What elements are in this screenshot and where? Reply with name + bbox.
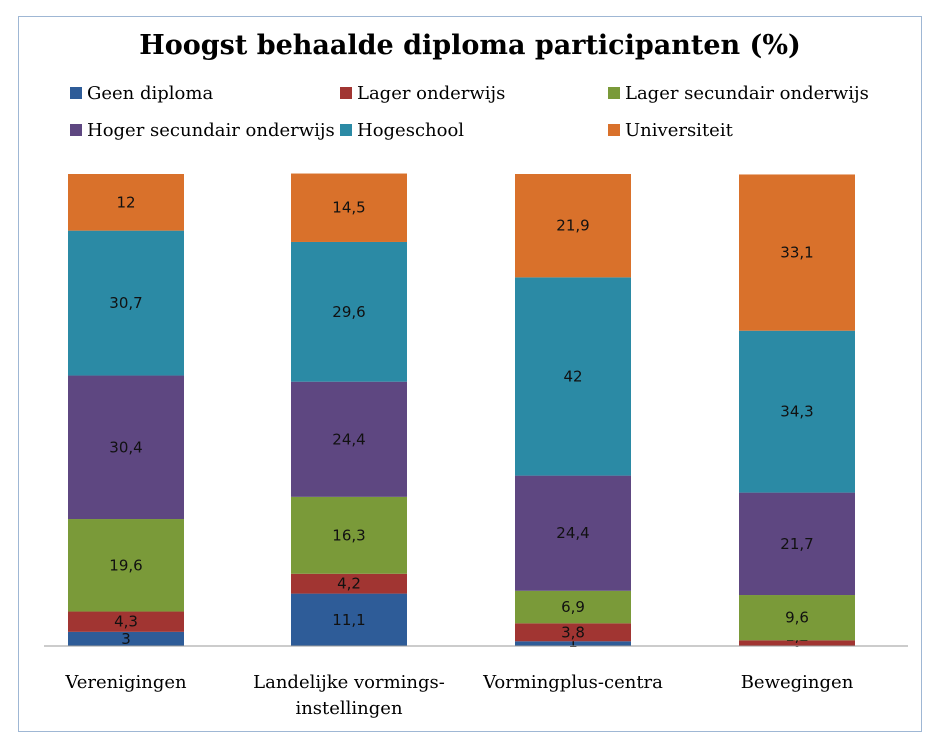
legend-item-geen-diploma: Geen diploma xyxy=(70,83,213,104)
data-label-bewegingen-hogeschool: 34,3 xyxy=(780,403,813,421)
bars: 34,319,630,430,71211,14,216,324,429,614,… xyxy=(68,173,855,651)
legend-label-hogeschool: Hogeschool xyxy=(357,120,464,141)
legend-swatch-lager-onderwijs xyxy=(340,87,352,99)
bar-bewegingen-hogeschool xyxy=(739,330,855,493)
legend-swatch-lager-secundair-onderwijs xyxy=(608,87,620,99)
bar-stack-vormingplus-centra: 13,8 6,9 24,4 42 21,9 xyxy=(515,174,631,651)
data-label-verenigingen-lager-secundair-onderwijs: 19,6 xyxy=(109,556,142,574)
data-label-vormingplus-centra-lager-secundair-onderwijs: 6,9 xyxy=(561,598,585,616)
bar-landelijke-vormings-instellingen-lager-onderwijs xyxy=(291,573,407,594)
data-label-bewegingen-lager-secundair-onderwijs: 9,6 xyxy=(785,609,809,627)
bar-landelijke-vormings-instellingen-hogeschool xyxy=(291,241,407,382)
data-label-verenigingen-universiteit: 12 xyxy=(116,193,135,211)
data-label-vormingplus-centra-universiteit: 21,9 xyxy=(556,217,589,235)
bar-stack-bewegingen: 01,29,621,734,333,1 xyxy=(739,174,855,651)
data-label-verenigingen-hoger-secundair-onderwijs: 30,4 xyxy=(109,438,142,456)
data-label-landelijke-vormings-instellingen-universiteit: 14,5 xyxy=(332,199,365,217)
bar-vormingplus-centra-geen-diploma xyxy=(515,641,631,646)
chart-title: Hoogst behaalde diploma participanten (%… xyxy=(139,30,801,61)
bar-landelijke-vormings-instellingen-lager-secundair-onderwijs xyxy=(291,496,407,574)
legend-swatch-hogeschool xyxy=(340,124,352,136)
legend-label-lager-onderwijs: Lager onderwijs xyxy=(357,83,505,104)
x-tick-label-landelijke-vormings-instellingen: Landelijke vormings-instellingen xyxy=(253,672,445,719)
data-label-bewegingen-universiteit: 33,1 xyxy=(780,244,813,262)
data-label-vormingplus-centra-geen-diploma: 1 xyxy=(568,633,578,651)
data-label-vormingplus-centra-lager-onderwijs: 3,8 xyxy=(561,623,585,641)
legend-item-universiteit: Universiteit xyxy=(608,120,734,141)
bar-verenigingen-geen-diploma xyxy=(68,631,184,646)
legend-label-geen-diploma: Geen diploma xyxy=(87,83,213,104)
data-label-landelijke-vormings-instellingen-hogeschool: 29,6 xyxy=(332,303,365,321)
bar-vormingplus-centra-lager-secundair-onderwijs xyxy=(515,590,631,624)
legend-swatch-geen-diploma xyxy=(70,87,82,99)
bar-bewegingen-lager-onderwijs xyxy=(739,640,855,646)
x-tick-label-bewegingen: Bewegingen xyxy=(741,672,854,693)
legend: Geen diploma Lager onderwijs Lager secunda… xyxy=(70,83,869,141)
legend-label-lager-secundair-onderwijs: Lager secundair onderwijs xyxy=(625,83,869,104)
bar-landelijke-vormings-instellingen-geen-diploma xyxy=(291,593,407,646)
bar-stack-landelijke-vormings-instellingen: 11,1 4,2 16,3 24,4 29,6 14,5 xyxy=(291,173,407,646)
data-label-verenigingen-hogeschool: 30,7 xyxy=(109,294,142,312)
legend-item-hogeschool: Hogeschool xyxy=(340,120,464,141)
legend-item-hoger-secundair-onderwijs: Hoger secundair onderwijs xyxy=(70,120,335,141)
legend-swatch-universiteit xyxy=(608,124,620,136)
x-tick-label-verenigingen: Verenigingen xyxy=(64,672,187,693)
bar-stack-verenigingen: 34,3 19,6 30,4 30,7 12 xyxy=(68,174,184,648)
data-label-verenigingen-lager-onderwijs: 4,3 xyxy=(114,613,138,631)
x-tick-label-vormingplus-centra: Vormingplus-centra xyxy=(482,672,663,693)
bar-verenigingen-universiteit xyxy=(68,174,184,231)
data-label-landelijke-vormings-instellingen-lager-onderwijs: 4,2 xyxy=(337,575,361,593)
bar-vormingplus-centra-hoger-secundair-onderwijs xyxy=(515,475,631,591)
bar-vormingplus-centra-lager-onderwijs xyxy=(515,623,631,642)
category-labels: Verenigingen Landelijke vormings-instelli… xyxy=(64,672,853,719)
legend-label-hoger-secundair-onderwijs: Hoger secundair onderwijs xyxy=(87,120,335,141)
legend-label-universiteit: Universiteit xyxy=(625,120,734,141)
legend-item-lager-secundair-onderwijs: Lager secundair onderwijs xyxy=(608,83,869,104)
data-label-landelijke-vormings-instellingen-lager-secundair-onderwijs: 16,3 xyxy=(332,526,365,544)
bar-verenigingen-hoger-secundair-onderwijs xyxy=(68,375,184,520)
bar-landelijke-vormings-instellingen-hoger-secundair-onderwijs xyxy=(291,381,407,497)
bar-vormingplus-centra-universiteit xyxy=(515,174,631,278)
data-label-bewegingen-hoger-secundair-onderwijs: 21,7 xyxy=(780,535,813,553)
data-label-landelijke-vormings-instellingen-hoger-secundair-onderwijs: 24,4 xyxy=(332,430,365,448)
data-label-verenigingen-geen-diploma: 3 xyxy=(121,630,131,648)
legend-item-lager-onderwijs: Lager onderwijs xyxy=(340,83,505,104)
data-label-vormingplus-centra-hogeschool: 42 xyxy=(563,367,582,385)
bar-verenigingen-hogeschool xyxy=(68,230,184,376)
bar-landelijke-vormings-instellingen-universiteit xyxy=(291,173,407,242)
data-label-landelijke-vormings-instellingen-geen-diploma: 11,1 xyxy=(332,611,365,629)
bar-bewegingen-universiteit xyxy=(739,174,855,331)
bar-vormingplus-centra-hogeschool xyxy=(515,277,631,476)
data-label-vormingplus-centra-hoger-secundair-onderwijs: 24,4 xyxy=(556,524,589,542)
bar-verenigingen-lager-onderwijs xyxy=(68,611,184,632)
legend-swatch-hoger-secundair-onderwijs xyxy=(70,124,82,136)
bar-bewegingen-hoger-secundair-onderwijs xyxy=(739,492,855,596)
bar-verenigingen-lager-secundair-onderwijs xyxy=(68,519,184,612)
bar-bewegingen-lager-secundair-onderwijs xyxy=(739,595,855,641)
